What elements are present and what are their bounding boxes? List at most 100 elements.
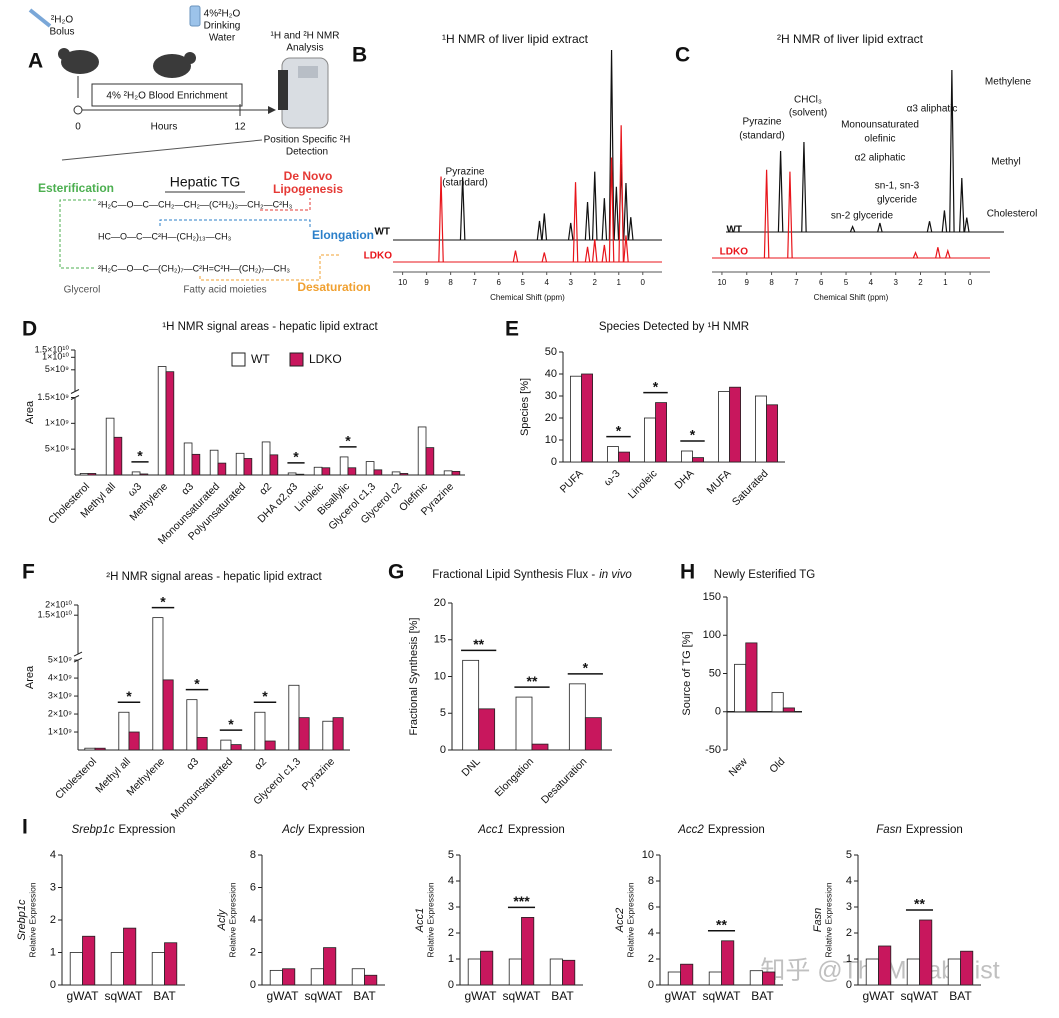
panel-letter: B: [352, 44, 367, 67]
peak-annotation: (standard): [442, 178, 488, 189]
bar: [549, 958, 563, 986]
bar: [607, 446, 619, 463]
x-tick-label: gWAT: [267, 989, 300, 1003]
x-tick-label: Desaturation: [539, 755, 590, 806]
mouse: [61, 50, 99, 74]
peak-annotation: α3 aliphatic: [907, 104, 958, 115]
timeline-tick-label: 12: [234, 122, 246, 133]
structure-line: ²H₂C—O—C—CH₂—CH₂—(C²H₂)₃—CH₂—C²H₃: [98, 199, 293, 209]
x-tick-label: 2: [918, 278, 923, 287]
spectrum-peak: [541, 252, 548, 263]
y-axis-label: Fasn: [812, 908, 824, 932]
bar: [766, 404, 779, 463]
bar: [113, 436, 123, 476]
y-tick-label: 3: [50, 881, 56, 893]
y-tick-label: 20: [434, 597, 446, 609]
y-tick-label: 30: [545, 390, 557, 402]
peak-annotation: sn-1, sn-3: [875, 181, 920, 192]
bar: [164, 942, 178, 986]
y-tick-label: -50: [705, 744, 721, 756]
bar: [692, 457, 705, 463]
syringe: [28, 8, 52, 28]
bar: [425, 447, 435, 476]
bar: [581, 373, 594, 463]
y-tick-label: 5: [846, 849, 852, 861]
peak-annotation: α2 aliphatic: [855, 153, 906, 164]
bar: [451, 470, 461, 476]
significance-label: *: [160, 593, 166, 609]
title-part: Species Detected by ¹H NMR: [599, 321, 749, 333]
bar: [230, 744, 242, 751]
x-tick-label: 8: [448, 278, 453, 287]
y-tick-label: 0: [448, 979, 454, 991]
bar: [919, 919, 933, 986]
spectrum-peak: [608, 49, 615, 241]
x-tick-label: sqWAT: [503, 989, 542, 1003]
peak-annotation: Methyl: [991, 157, 1020, 168]
x-tick-label: 4: [869, 278, 874, 287]
title-part: Expression: [308, 824, 365, 836]
drinking-label: 4%²H₂O: [204, 9, 241, 20]
spectrum-peak: [849, 225, 856, 233]
legend-label: WT: [251, 352, 270, 366]
y-tick-label: 5×10⁸: [45, 444, 69, 454]
y-tick-label: 50: [545, 346, 557, 358]
x-tick-label: 6: [496, 278, 501, 287]
y-axis-label: Area: [24, 665, 36, 689]
series-label: WT: [726, 225, 742, 236]
x-tick-label: 7: [794, 278, 799, 287]
bar: [69, 952, 83, 986]
bar: [771, 692, 784, 713]
y-tick-label: 10: [545, 434, 557, 446]
bar: [521, 917, 535, 986]
y-tick-label: 6: [250, 881, 256, 893]
spectrum-peak: [438, 176, 444, 263]
bar: [220, 739, 232, 751]
bar: [323, 947, 337, 986]
significance-label: *: [690, 427, 696, 443]
bar: [332, 717, 344, 751]
bar: [123, 927, 137, 986]
x-tick-label: BAT: [551, 989, 574, 1003]
bar: [243, 458, 253, 476]
bar: [209, 449, 219, 476]
y-tick-label: 4: [448, 875, 454, 887]
elongation-link: [159, 219, 311, 228]
y-axis-label: Area: [24, 400, 36, 424]
detection-label: Position Specific ²H: [264, 135, 351, 146]
spectrum-peak: [763, 169, 770, 259]
axis-break: [70, 389, 80, 394]
spectrum-peak: [572, 182, 579, 263]
y-tick-label: 0: [551, 456, 557, 468]
bar: [644, 417, 656, 463]
peak-annotation: sn-2 glyceride: [831, 211, 894, 222]
bolus-label: ²H₂O: [51, 15, 73, 26]
x-tick-label: Linoleic: [626, 468, 660, 502]
nmr-part: [298, 66, 318, 78]
significance-label: **: [527, 673, 538, 689]
x-tick-label: Old: [767, 755, 787, 775]
panel-a: ²H₂O Bolus 4%²H₂O Drinking Water 4% ²H₂O…: [28, 5, 374, 296]
y-axis-label: Relative Expression: [27, 882, 37, 957]
bar: [755, 395, 767, 463]
bar: [681, 450, 693, 463]
bar: [118, 711, 130, 751]
bar: [110, 952, 124, 986]
y-tick-label: 10: [642, 849, 654, 861]
bar: [718, 391, 730, 463]
x-tick-label: MUFA: [704, 468, 733, 497]
spectrum-peak: [945, 248, 951, 259]
y-axis-label: Acc1: [414, 908, 426, 933]
y-tick-label: 50: [709, 667, 721, 679]
y-tick-label: 8: [250, 849, 256, 861]
x-tick-label: BAT: [153, 989, 176, 1003]
y-tick-label: 1.5×10¹⁰: [38, 610, 73, 620]
spectrum-peak: [567, 222, 574, 241]
y-tick-label: 1.5×10¹⁰: [35, 344, 70, 354]
x-tick-label: 8: [769, 278, 774, 287]
y-axis-label: Acly: [216, 908, 228, 931]
spectrum-peak: [926, 221, 933, 233]
structure-line: HC—O—C—C²H—(CH₂)₁₃—CH₃: [98, 231, 232, 241]
